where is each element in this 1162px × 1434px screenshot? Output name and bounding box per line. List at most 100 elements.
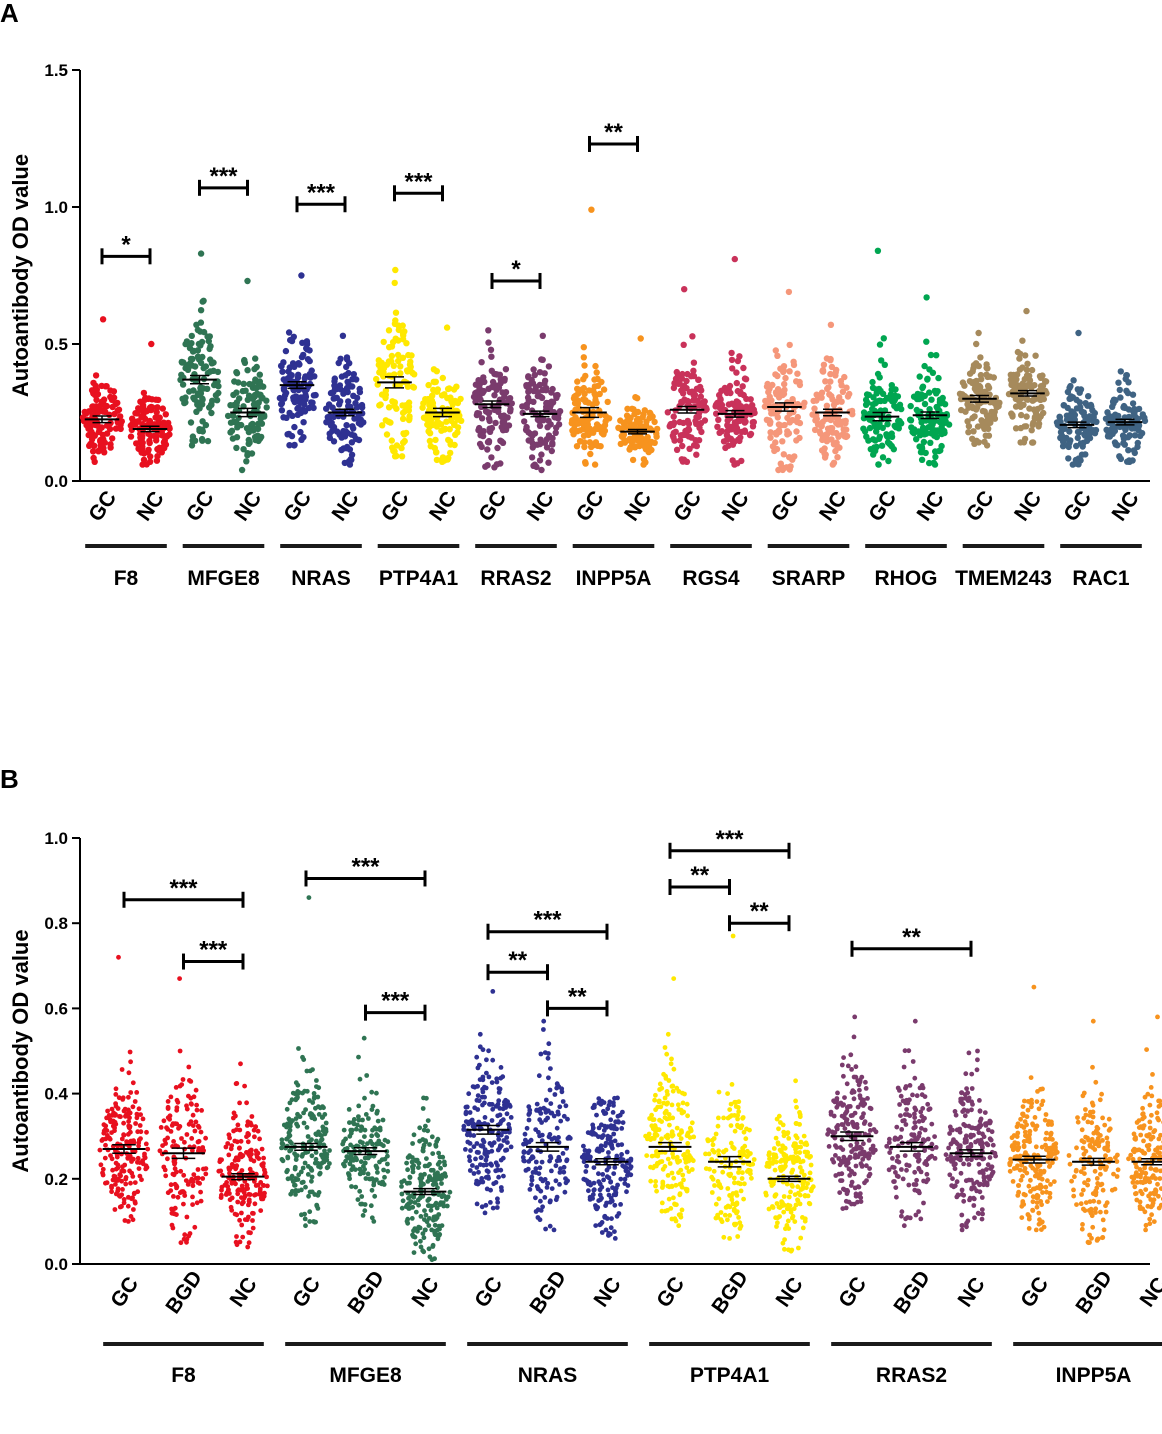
data-point [728, 426, 735, 433]
data-point [350, 1164, 356, 1170]
data-point [984, 373, 991, 381]
data-point [433, 1216, 439, 1222]
data-point [559, 1089, 565, 1095]
data-point [127, 433, 135, 440]
data-point [1065, 441, 1072, 448]
data-point [534, 1101, 540, 1107]
data-point [874, 247, 882, 254]
data-point [190, 1123, 196, 1128]
data-point [1024, 360, 1031, 367]
data-point [526, 1117, 532, 1123]
data-point [545, 1181, 551, 1186]
data-point [407, 358, 414, 365]
data-point [496, 1098, 502, 1104]
data-point [112, 1125, 117, 1131]
data-point [540, 416, 547, 423]
data-point [252, 436, 259, 444]
data-point [727, 435, 735, 442]
data-point [498, 1185, 504, 1190]
data-point [625, 1183, 631, 1188]
data-point [773, 1215, 778, 1221]
data-point [979, 420, 986, 428]
data-point [306, 895, 312, 900]
data-point [327, 1148, 332, 1153]
data-point [659, 1200, 665, 1206]
data-point [914, 390, 921, 398]
data-point [253, 1148, 259, 1154]
data-point [615, 424, 622, 431]
data-point [399, 1205, 405, 1211]
data-point [818, 389, 826, 396]
data-point [392, 266, 399, 274]
data-point [160, 1143, 166, 1148]
data-point [165, 1099, 171, 1104]
data-point [258, 433, 265, 441]
data-point [539, 332, 546, 339]
data-point [238, 1061, 243, 1067]
data-point [433, 456, 441, 464]
data-point [304, 356, 312, 363]
data-point [525, 385, 533, 393]
data-point [168, 1094, 174, 1100]
data-point [736, 1099, 742, 1105]
data-point [682, 1152, 687, 1157]
data-point [786, 1136, 792, 1141]
data-point [732, 1128, 738, 1134]
data-point [374, 1090, 379, 1096]
data-point [434, 1205, 440, 1211]
y-tick-label: 0.2 [44, 1170, 68, 1189]
data-point [727, 1213, 733, 1218]
data-point [591, 1165, 597, 1170]
data-point [290, 333, 297, 340]
data-point [88, 387, 96, 394]
data-point [131, 1207, 136, 1212]
data-point [483, 1085, 489, 1091]
significance-bracket: *** [295, 179, 347, 213]
data-point [591, 461, 599, 468]
data-point [438, 1165, 443, 1171]
group-label: NC [620, 487, 656, 525]
data-point [422, 1217, 427, 1222]
data-point [537, 1133, 542, 1139]
data-point [933, 433, 940, 441]
data-point [709, 1190, 715, 1195]
data-point [676, 1223, 682, 1229]
data-point [628, 405, 636, 412]
data-point [731, 1175, 737, 1181]
data-point [547, 1158, 552, 1164]
data-point [553, 1197, 559, 1203]
data-point [165, 1135, 171, 1141]
data-point [984, 413, 992, 420]
data-point [891, 397, 898, 404]
data-point [245, 436, 252, 444]
data-point [316, 1085, 322, 1091]
data-point [401, 437, 408, 445]
data-point [302, 1160, 308, 1166]
data-point [606, 1175, 612, 1181]
data-point [137, 398, 144, 405]
data-point [830, 441, 838, 448]
data-point [287, 1118, 293, 1124]
data-point [533, 1166, 539, 1172]
data-point [251, 400, 258, 407]
data-point [1016, 355, 1023, 362]
data-point [605, 1106, 611, 1112]
data-point [367, 1176, 372, 1182]
data-point [800, 1186, 806, 1191]
data-point [793, 1141, 798, 1147]
data-point [733, 369, 740, 376]
data-point [1017, 403, 1024, 410]
data-point [189, 348, 197, 355]
data-point [248, 1147, 254, 1153]
data-point [624, 1189, 629, 1195]
data-point [379, 1181, 384, 1187]
data-point [785, 1130, 791, 1135]
data-point [1090, 413, 1097, 420]
data-point [782, 1237, 787, 1242]
data-point [772, 1192, 778, 1198]
data-point [662, 1095, 668, 1101]
data-point [1077, 404, 1084, 411]
data-point [109, 1130, 114, 1135]
